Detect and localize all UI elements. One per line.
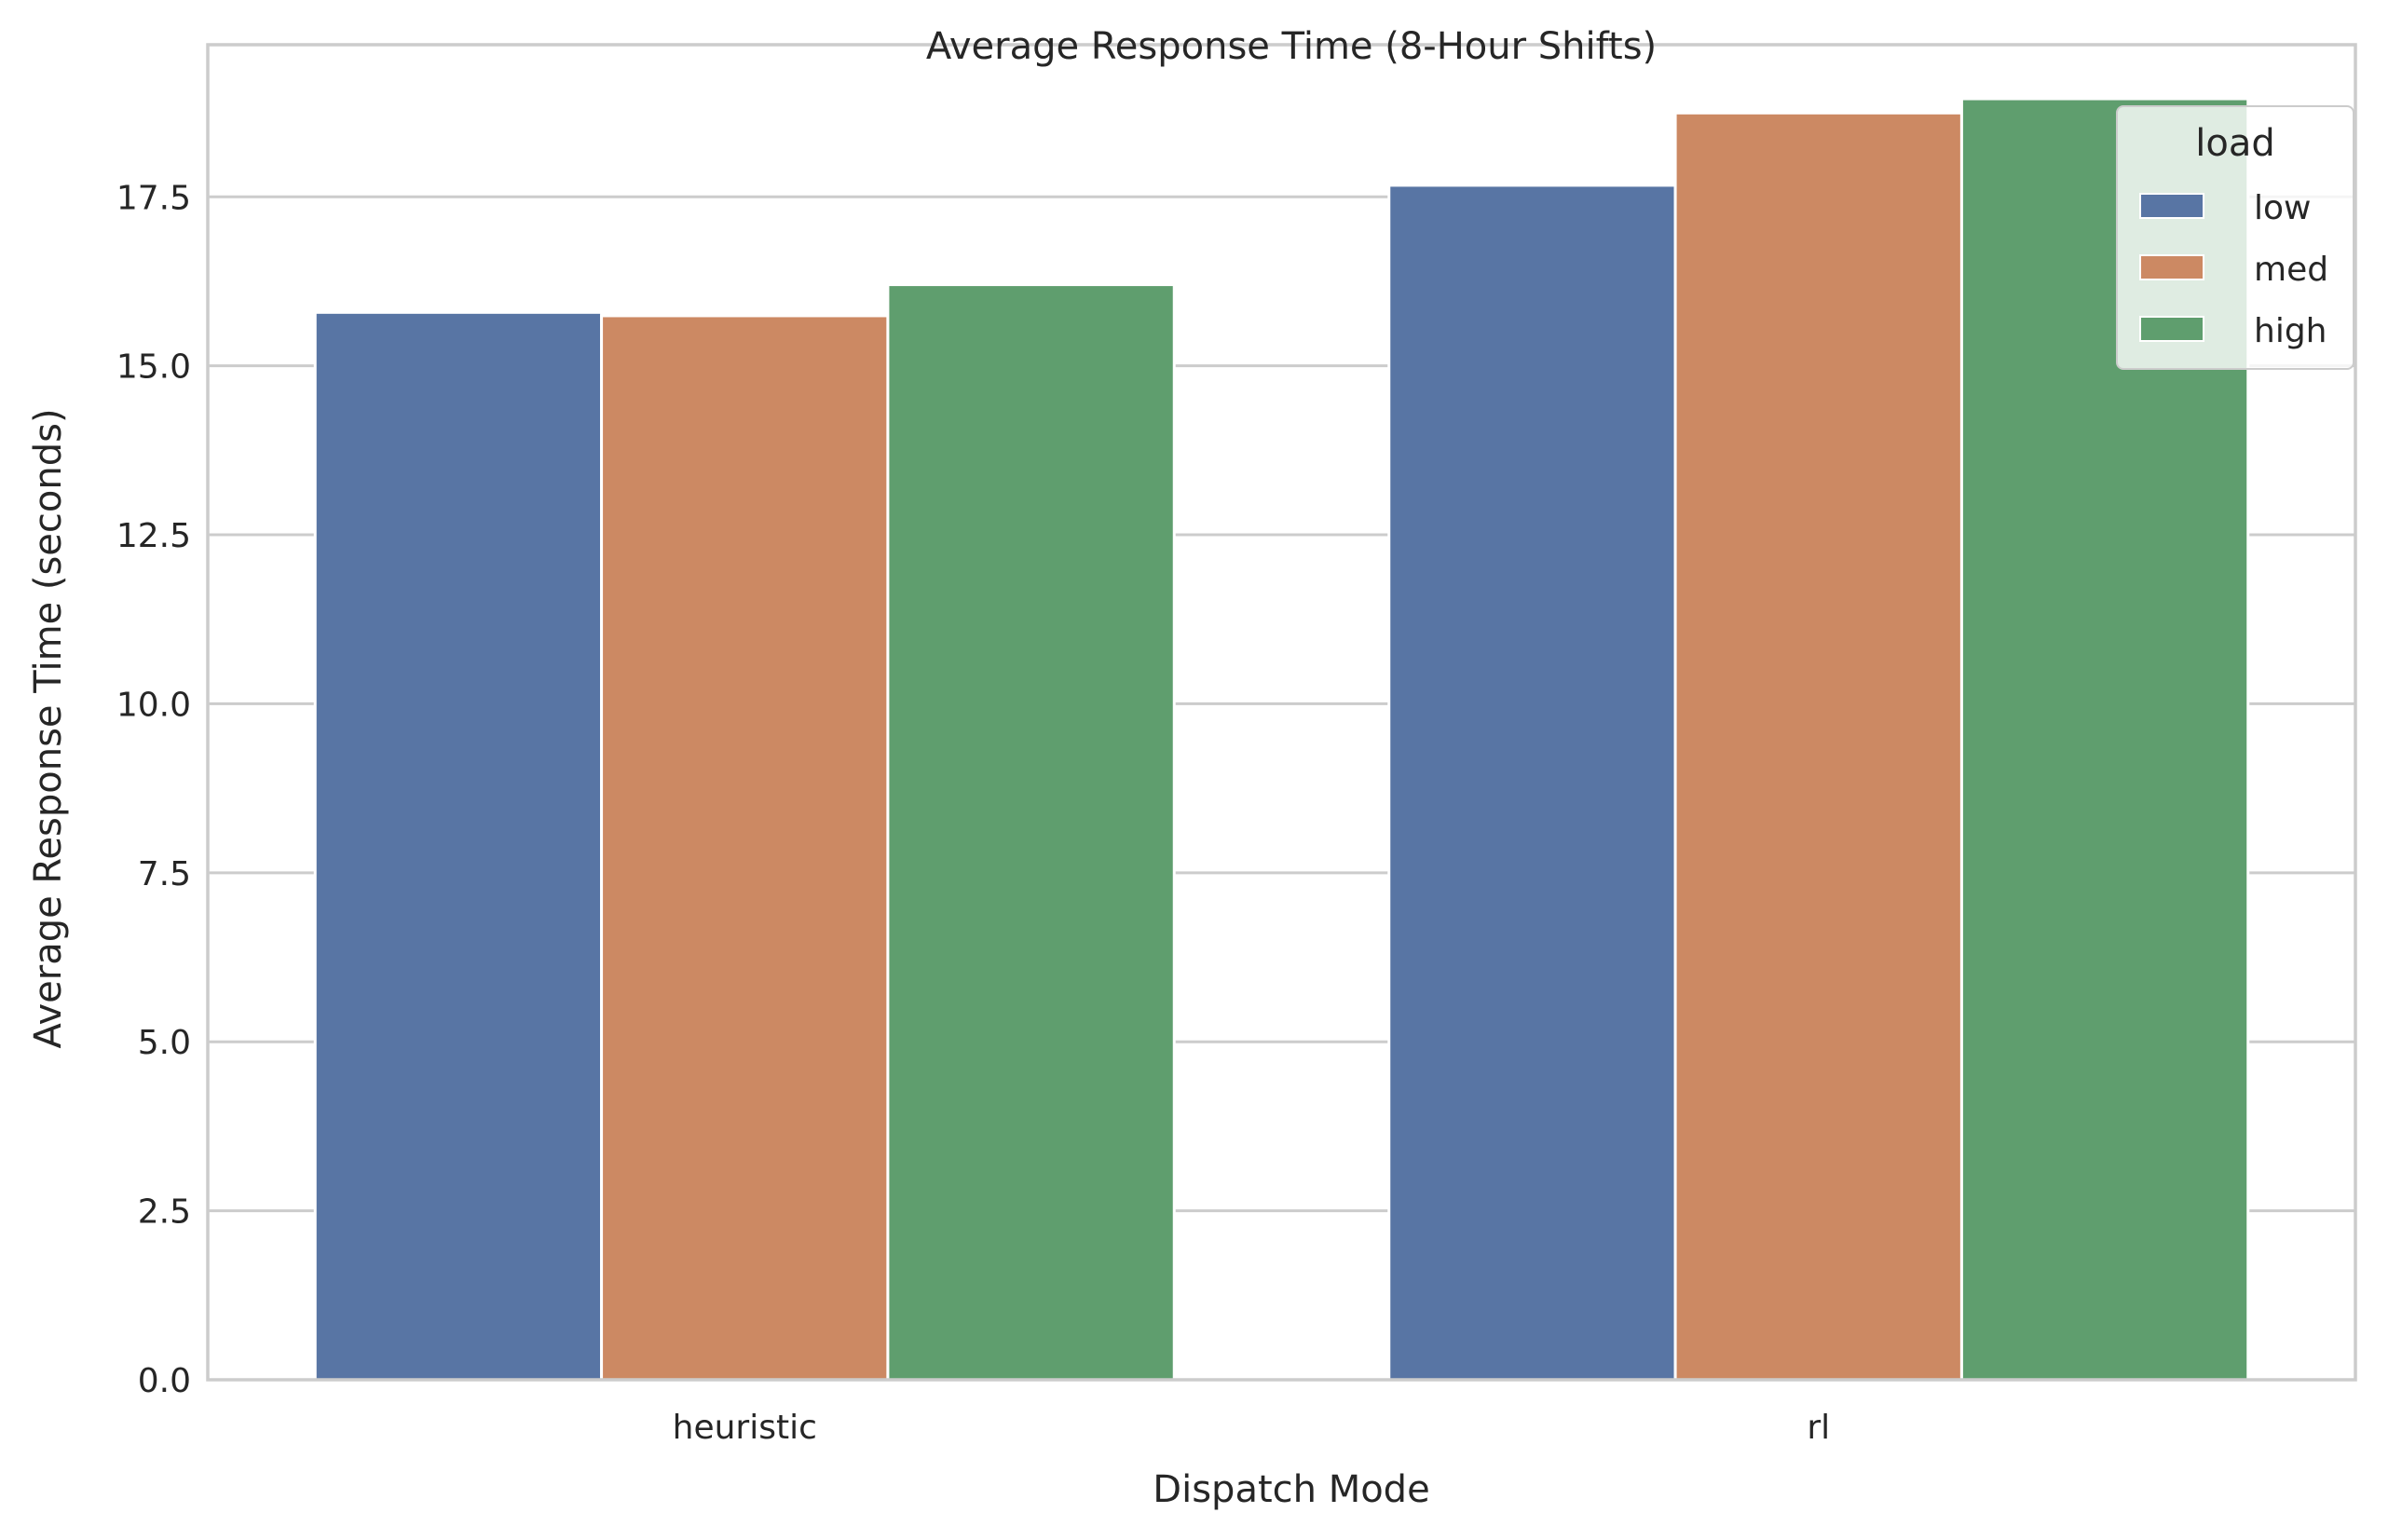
legend-box: [2116, 105, 2354, 370]
y-tick-label: 0.0: [138, 1362, 191, 1400]
bar-rl-med: [1673, 111, 1963, 1382]
legend-items: low med high: [2139, 189, 2328, 350]
y-tick-label: 12.5: [116, 517, 191, 555]
plot-frame: [206, 43, 2357, 1382]
y-tick-label: 15.0: [116, 348, 191, 387]
bar-heuristic-high: [886, 283, 1176, 1382]
y-tick-label: 5.0: [138, 1024, 191, 1062]
x-tick-label: rl: [1807, 1409, 1830, 1447]
legend-label-med: med: [2254, 251, 2328, 289]
legend-swatch-low: [2139, 193, 2204, 219]
bar-heuristic-low: [313, 310, 604, 1382]
legend-label-low: low: [2254, 189, 2311, 227]
y-axis-ticks: 0.0 2.5 5.0 7.5 10.0 12.5 15.0 17.5: [116, 179, 191, 1400]
bar-heuristic-med: [600, 314, 890, 1382]
bars: [313, 97, 2250, 1382]
x-axis-ticks: heuristic rl: [673, 1409, 1831, 1447]
y-tick-label: 7.5: [138, 855, 191, 893]
chart-title: Average Response Time (8-Hour Shifts): [926, 25, 1657, 68]
y-tick-label: 17.5: [116, 179, 191, 217]
legend-title: load: [2195, 122, 2275, 165]
legend-label-high: high: [2254, 312, 2327, 350]
legend-swatch-med: [2139, 254, 2204, 280]
bar-rl-low: [1387, 184, 1677, 1382]
legend: load low med high: [2116, 105, 2354, 370]
legend-swatch-high: [2139, 316, 2204, 342]
y-tick-label: 2.5: [138, 1193, 191, 1232]
y-tick-label: 10.0: [116, 686, 191, 724]
x-tick-label: heuristic: [673, 1409, 817, 1447]
y-axis-title: Average Response Time (seconds): [27, 408, 70, 1048]
x-axis-title: Dispatch Mode: [1153, 1468, 1429, 1511]
